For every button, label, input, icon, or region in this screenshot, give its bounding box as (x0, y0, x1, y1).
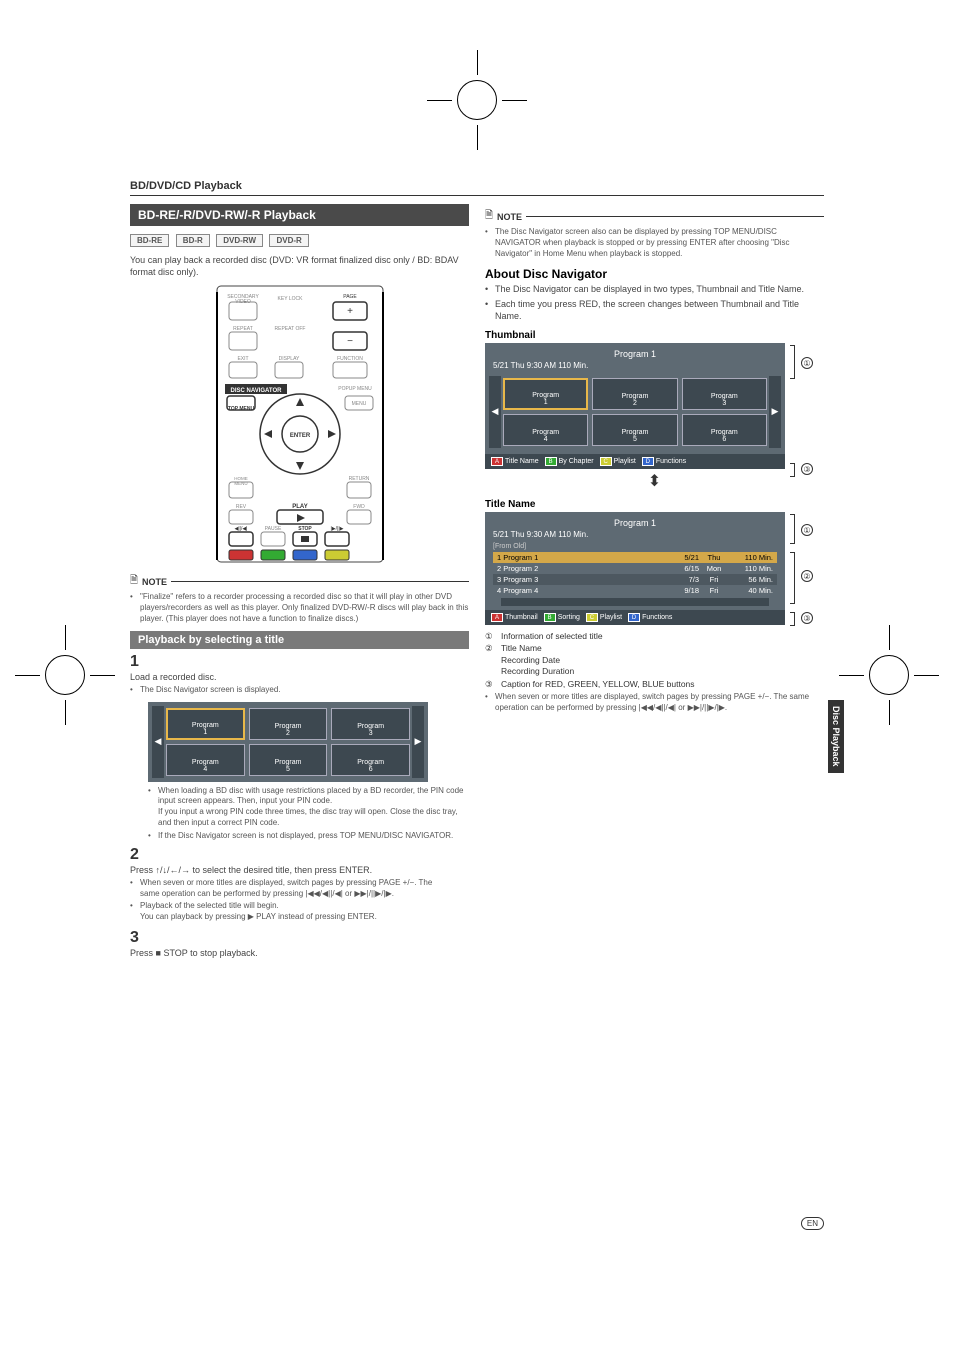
svg-text:PAUSE: PAUSE (264, 526, 281, 532)
legend-item: ①Information of selected title (485, 631, 824, 642)
step-1-bullet: If the Disc Navigator screen is not disp… (148, 831, 469, 842)
program-grid: ◀ Program1 Program2 Program3 Program4 Pr… (148, 702, 428, 782)
title-row: 3 Program 3 7/3 Fri 56 Min. (493, 574, 777, 585)
svg-text:MENU: MENU (351, 401, 366, 407)
playback-title: Playback by selecting a title (130, 631, 469, 649)
svg-text:DISC NAVIGATOR: DISC NAVIGATOR (230, 388, 282, 394)
step-3-number: 3 (130, 929, 146, 947)
step-2-number: 2 (130, 846, 146, 864)
svg-text:|▶/||▶: |▶/||▶ (330, 526, 343, 532)
svg-text:DISPLAY: DISPLAY (278, 356, 299, 362)
svg-text:REPEAT OFF: REPEAT OFF (274, 326, 305, 332)
callout-3-icon: ③ (801, 463, 813, 475)
badge-bdre: BD-RE (130, 234, 169, 247)
svg-text:TOP MENU: TOP MENU (227, 406, 254, 412)
format-badges: BD-RE BD-R DVD-RW DVD-R (130, 230, 469, 248)
note-2-text: The Disc Navigator screen also can be di… (485, 227, 824, 259)
svg-text:+: + (347, 306, 353, 317)
section-title: BD-RE/-R/DVD-RW/-R Playback (130, 204, 469, 226)
thumbnail-head: Thumbnail (485, 330, 824, 341)
thumb-info: 5/21 Thu 9:30 AM 110 Min. (493, 361, 777, 370)
badge-dvdr: DVD-R (269, 234, 308, 247)
grid-left-arrow: ◀ (152, 706, 164, 778)
title-row: 2 Program 2 6/15 Mon 110 Min. (493, 563, 777, 574)
program-thumb: Program2 (249, 708, 328, 740)
tn-from: [From Old] (493, 543, 777, 550)
page-lang-badge: EN (801, 1217, 824, 1230)
svg-text:ENTER: ENTER (289, 433, 310, 439)
tn-footer: AThumbnail BSorting CPlaylist DFunctions (485, 610, 785, 625)
callout-2-icon: ② (801, 570, 813, 582)
divider (130, 195, 824, 196)
program-thumb: Program5 (592, 414, 677, 446)
program-thumb: Program2 (592, 378, 677, 410)
step-2-bullet: Playback of the selected title will begi… (130, 901, 449, 923)
grid-right-arrow: ▶ (769, 376, 781, 448)
svg-text:REPEAT: REPEAT (233, 326, 253, 332)
svg-text:REV: REV (235, 504, 246, 510)
svg-text:−: − (347, 336, 353, 347)
program-thumb: Program6 (682, 414, 767, 446)
about-head: About Disc Navigator (485, 267, 824, 281)
step-3-text: Press ■ STOP to stop playback. (130, 947, 449, 959)
svg-text:VIDEO: VIDEO (235, 299, 251, 305)
program-thumb: Program3 (682, 378, 767, 410)
program-thumb: Program1 (166, 708, 245, 740)
about-bullet: The Disc Navigator can be displayed in t… (485, 283, 824, 295)
titlename-screen: Program 1 5/21 Thu 9:30 AM 110 Min. [Fro… (485, 512, 785, 625)
svg-text:STOP: STOP (298, 526, 312, 532)
intro-text: You can play back a recorded disc (DVD: … (130, 254, 469, 278)
svg-text:FWD: FWD (353, 504, 365, 510)
program-thumb: Program5 (249, 744, 328, 776)
badge-bdr: BD-R (176, 234, 210, 247)
grid-right-arrow: ▶ (412, 706, 424, 778)
side-tab: Disc Playback (828, 700, 844, 773)
legend-item: ③Caption for RED, GREEN, YELLOW, BLUE bu… (485, 679, 824, 690)
thumb-title: Program 1 (493, 349, 777, 359)
svg-text:RETURN: RETURN (348, 476, 369, 482)
program-thumb: Program1 (503, 378, 588, 410)
tn-title: Program 1 (493, 518, 777, 528)
svg-text:POPUP MENU: POPUP MENU (338, 386, 372, 392)
program-thumb: Program3 (331, 708, 410, 740)
thumbnail-screen: Program 1 5/21 Thu 9:30 AM 110 Min. ◀ Pr… (485, 343, 785, 469)
step-1-sub: The Disc Navigator screen is displayed. (130, 685, 449, 696)
title-row: 4 Program 4 9/18 Fri 40 Min. (493, 585, 777, 596)
grid-left-arrow: ◀ (489, 376, 501, 448)
note-icon: 🗎 (130, 573, 138, 590)
svg-text:PAGE: PAGE (343, 294, 357, 300)
svg-text:◀||/◀|: ◀||/◀| (234, 526, 247, 532)
svg-text:PLAY: PLAY (292, 504, 307, 510)
step-2-head: Press ↑/↓/←/→ to select the desired titl… (130, 864, 449, 876)
note-2-head: 🗎 NOTE (485, 208, 824, 225)
callout-1-icon: ① (801, 357, 813, 369)
program-thumb: Program4 (166, 744, 245, 776)
remote-illustration: SECONDARY VIDEO KEY LOCK PAGE + REPEAT R… (215, 284, 385, 569)
note-icon: 🗎 (485, 208, 493, 225)
updown-arrow-icon: ⬍ (485, 471, 824, 491)
title-row: 1 Program 1 5/21 Thu 110 Min. (493, 552, 777, 563)
legend-item: ②Title Name Recording Date Recording Dur… (485, 643, 824, 677)
step-1-head: Load a recorded disc. (130, 671, 449, 683)
breadcrumb: BD/DVD/CD Playback (130, 180, 824, 192)
callout-1-icon: ① (801, 524, 813, 536)
svg-text:KEY LOCK: KEY LOCK (277, 296, 303, 302)
svg-text:FUNCTION: FUNCTION (337, 356, 363, 362)
step-1-number: 1 (130, 653, 146, 671)
program-thumb: Program6 (331, 744, 410, 776)
badge-dvdrw: DVD-RW (216, 234, 263, 247)
svg-text:MENU: MENU (234, 481, 247, 486)
tn-info: 5/21 Thu 9:30 AM 110 Min. (493, 530, 777, 539)
about-bullet: Each time you press RED, the screen chan… (485, 298, 824, 322)
titlename-head: Title Name (485, 499, 824, 510)
step-1-bullet: When loading a BD disc with usage restri… (148, 786, 469, 829)
program-thumb: Program4 (503, 414, 588, 446)
callout-3-icon: ③ (801, 612, 813, 624)
note-1-head: 🗎 NOTE (130, 573, 469, 590)
note-1-text: "Finalize" refers to a recorder processi… (130, 592, 469, 624)
final-bullet: When seven or more titles are displayed,… (485, 692, 824, 714)
step-2-bullet: When seven or more titles are displayed,… (130, 878, 449, 900)
thumb-footer: ATitle Name BBy Chapter CPlaylist DFunct… (485, 454, 785, 469)
svg-text:EXIT: EXIT (237, 356, 248, 362)
